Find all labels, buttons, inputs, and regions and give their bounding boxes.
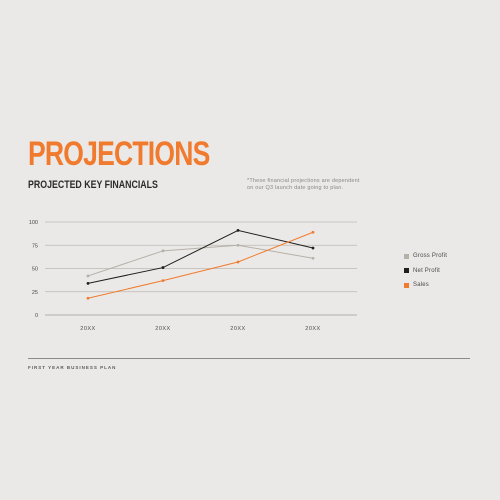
y-axis-ticks: 0 25 50 75 100 xyxy=(29,220,38,319)
legend-swatch xyxy=(404,282,409,288)
legend-item: Net Profit xyxy=(404,264,447,279)
x-tick-label: 20XX xyxy=(305,326,320,332)
data-point xyxy=(161,279,165,282)
footer-label: FIRST YEAR BUSINESS PLAN xyxy=(28,365,117,370)
data-point xyxy=(311,256,315,260)
x-tick-label: 20XX xyxy=(230,326,245,332)
data-point xyxy=(236,243,240,247)
y-tick-label: 100 xyxy=(29,220,38,226)
footer-divider xyxy=(28,358,470,359)
page-subtitle: PROJECTED KEY FINANCIALS xyxy=(28,179,158,191)
data-point xyxy=(86,281,90,285)
series-line xyxy=(87,244,314,277)
y-tick-label: 0 xyxy=(35,313,38,319)
x-tick-label: 20XX xyxy=(80,326,95,332)
legend-label: Net Profit xyxy=(413,267,441,274)
legend-swatch xyxy=(404,253,409,259)
y-tick-label: 25 xyxy=(32,290,38,296)
data-point xyxy=(311,230,315,234)
x-tick-label: 20XX xyxy=(155,326,170,332)
legend-item: Gross Profit xyxy=(404,249,447,264)
legend-label: Sales xyxy=(413,282,430,289)
data-point xyxy=(161,266,165,269)
legend-swatch xyxy=(404,268,409,274)
data-point xyxy=(236,260,240,264)
chart-grid xyxy=(45,221,357,316)
y-tick-label: 75 xyxy=(32,243,38,249)
data-point xyxy=(86,274,90,278)
footnote-text: *These financial projections are depende… xyxy=(247,178,360,191)
data-point xyxy=(161,249,165,253)
data-point xyxy=(236,228,240,232)
x-axis-ticks: 20XX 20XX 20XX 20XX xyxy=(80,326,320,332)
chart-legend: Gross Profit Net Profit Sales xyxy=(404,249,447,293)
data-point xyxy=(311,246,315,250)
page-title: PROJECTIONS xyxy=(28,135,210,173)
chart-series xyxy=(86,228,315,300)
series-line xyxy=(87,229,314,284)
series-line xyxy=(87,231,314,299)
legend-item: Sales xyxy=(404,278,447,293)
data-point xyxy=(86,296,90,300)
legend-label: Gross Profit xyxy=(413,253,448,260)
y-tick-label: 50 xyxy=(32,267,38,273)
